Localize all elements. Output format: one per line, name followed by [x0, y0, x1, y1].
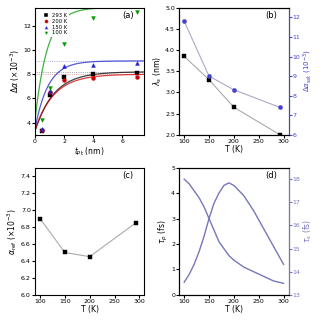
Y-axis label: $\tau_s$ (fs): $\tau_s$ (fs) [302, 219, 315, 243]
X-axis label: T (K): T (K) [225, 306, 243, 315]
Y-axis label: $\tau_p$ (fs): $\tau_p$ (fs) [156, 219, 170, 244]
Text: (a): (a) [122, 12, 133, 20]
Text: (c): (c) [122, 172, 133, 180]
Text: (d): (d) [266, 172, 277, 180]
Y-axis label: $\Delta\alpha_{\rm sat}$ ($10^{-3}$): $\Delta\alpha_{\rm sat}$ ($10^{-3}$) [302, 50, 314, 92]
Y-axis label: $\lambda_s$ (nm): $\lambda_s$ (nm) [151, 56, 164, 86]
X-axis label: $t_{\rm Pt}$ (nm): $t_{\rm Pt}$ (nm) [74, 145, 105, 158]
Legend: 293 K, 200 K, 150 K, 100 K: 293 K, 200 K, 150 K, 100 K [39, 12, 69, 37]
X-axis label: T (K): T (K) [225, 145, 243, 154]
Y-axis label: $\Delta\alpha$ ($\times10^{-3}$): $\Delta\alpha$ ($\times10^{-3}$) [8, 49, 21, 93]
Text: (b): (b) [266, 12, 277, 20]
Y-axis label: $\alpha_{\rm ref}$ ($\times10^{-3}$): $\alpha_{\rm ref}$ ($\times10^{-3}$) [5, 208, 20, 255]
X-axis label: T (K): T (K) [81, 306, 99, 315]
